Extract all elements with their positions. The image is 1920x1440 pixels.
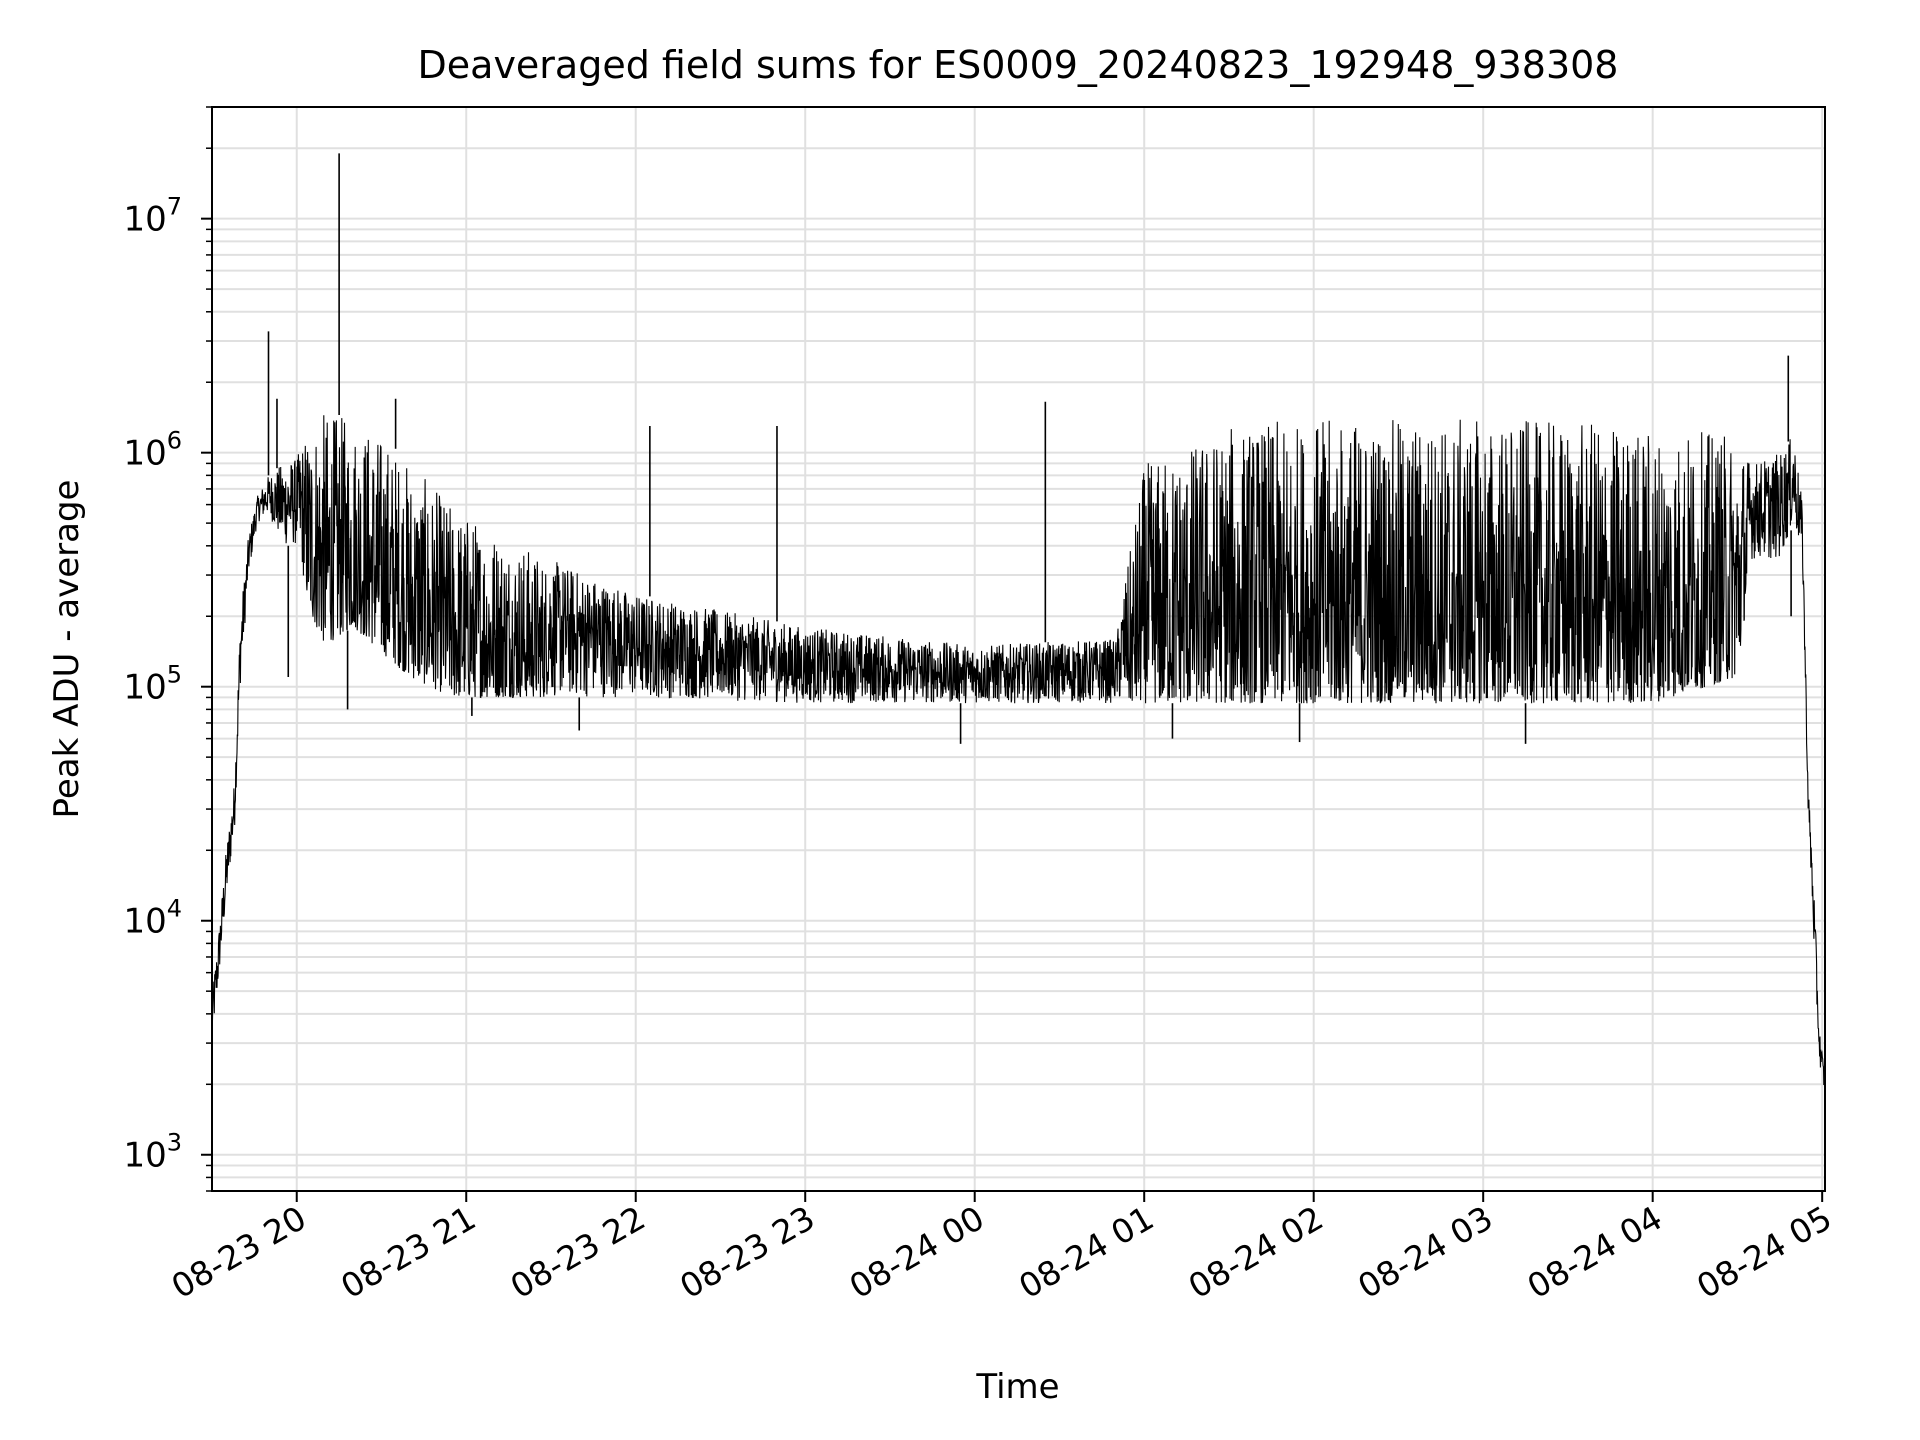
x-axis-label: Time bbox=[975, 1367, 1059, 1407]
y-tick-label: 107 bbox=[123, 193, 182, 240]
y-tick-exponent: 5 bbox=[167, 661, 182, 689]
y-axis-label: Peak ADU - average bbox=[47, 480, 87, 819]
plot-frame bbox=[211, 106, 1826, 1192]
y-tick-base: 10 bbox=[123, 434, 166, 474]
y-tick-exponent: 3 bbox=[167, 1129, 182, 1157]
y-tick-base: 10 bbox=[123, 1136, 166, 1176]
y-tick-base: 10 bbox=[123, 902, 166, 942]
y-tick-base: 10 bbox=[123, 668, 166, 708]
y-tick-label: 104 bbox=[123, 895, 182, 942]
y-tick-exponent: 6 bbox=[167, 427, 182, 455]
y-tick-base: 10 bbox=[123, 200, 166, 240]
y-tick-label: 103 bbox=[123, 1129, 182, 1176]
y-tick-label: 105 bbox=[123, 661, 182, 708]
chart-title: Deaveraged field sums for ES0009_2024082… bbox=[418, 43, 1619, 87]
y-tick-label: 106 bbox=[123, 427, 182, 474]
y-tick-exponent: 7 bbox=[167, 193, 182, 221]
data-layer bbox=[211, 153, 1826, 1090]
y-tick-exponent: 4 bbox=[167, 895, 182, 923]
data-series-line bbox=[211, 415, 1826, 1090]
